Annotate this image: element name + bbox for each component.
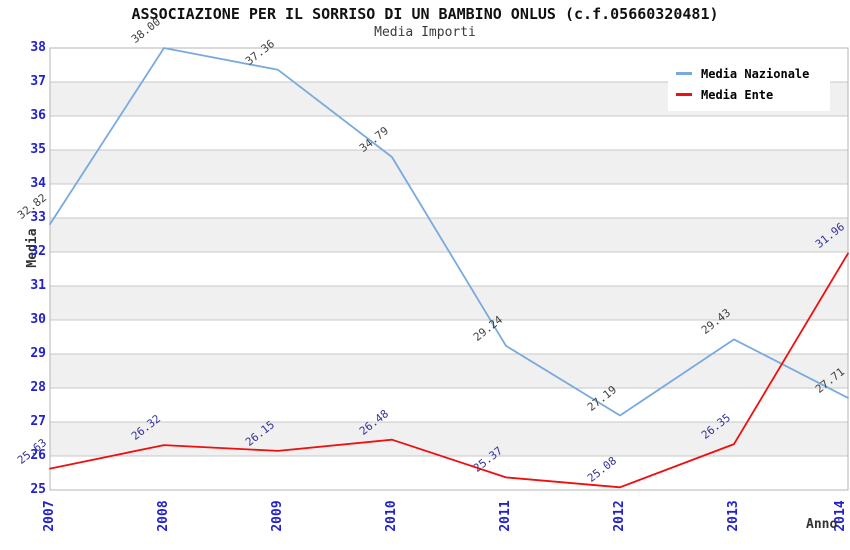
y-tick-label: 29 [30, 346, 46, 361]
y-tick-label: 34 [30, 176, 46, 191]
y-tick-label: 33 [30, 210, 46, 225]
plot-band [50, 286, 848, 320]
legend-label-media-nazionale: Media Nazionale [701, 66, 810, 81]
plot-band [50, 218, 848, 252]
legend-item-media-nazionale: Media Nazionale [676, 63, 822, 84]
plot-band [50, 184, 848, 218]
plot-band [50, 320, 848, 354]
y-tick-label: 25 [30, 482, 46, 497]
x-tick-label: 2010 [384, 500, 399, 532]
y-tick-label: 37 [30, 74, 46, 89]
plot-band [50, 422, 848, 456]
y-tick-label: 36 [30, 108, 46, 123]
x-axis-title: Anno [806, 517, 838, 532]
y-tick-label: 35 [30, 142, 46, 157]
chart-subtitle: Media Importi [374, 25, 476, 40]
x-tick-label: 2011 [498, 500, 513, 532]
legend: Media Nazionale Media Ente [668, 57, 830, 111]
legend-swatch-blue-line-icon [676, 72, 692, 75]
y-tick-label: 27 [30, 414, 46, 429]
plot-band [50, 150, 848, 184]
x-tick-label: 2007 [42, 500, 57, 532]
y-tick-label: 31 [30, 278, 46, 293]
plot-band [50, 388, 848, 422]
legend-label-media-ente: Media Ente [701, 87, 774, 102]
x-tick-label: 2009 [270, 500, 285, 532]
plot-band [50, 354, 848, 388]
plot-band [50, 252, 848, 286]
legend-swatch-red-line-icon [676, 93, 692, 96]
plot-band [50, 116, 848, 150]
x-tick-label: 2008 [156, 500, 171, 532]
y-tick-label: 38 [30, 40, 46, 55]
chart-title: ASSOCIAZIONE PER IL SORRISO DI UN BAMBIN… [131, 5, 719, 23]
y-tick-label: 26 [30, 448, 46, 463]
x-tick-label: 2013 [726, 500, 741, 532]
plot-border [49, 47, 849, 491]
series-line-media-nazionale [49, 47, 849, 417]
y-tick-label: 30 [30, 312, 46, 327]
x-tick-label: 2012 [612, 500, 627, 532]
plot-band [50, 456, 848, 490]
legend-item-media-ente: Media Ente [676, 84, 822, 105]
series-line-media-ente [49, 252, 849, 489]
y-tick-label: 28 [30, 380, 46, 395]
y-tick-label: 32 [30, 244, 46, 259]
